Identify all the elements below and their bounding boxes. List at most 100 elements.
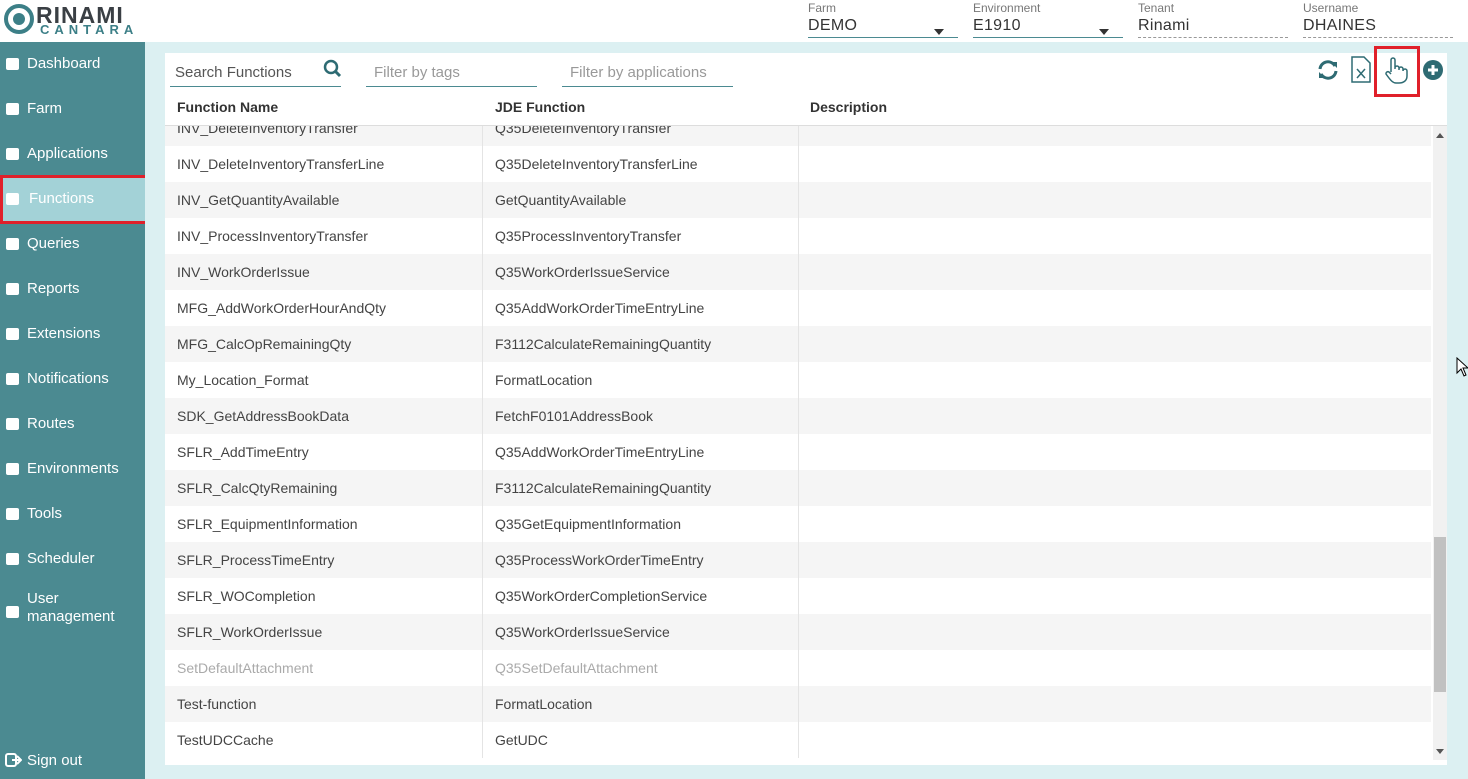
active-highlight [0, 177, 145, 222]
tags-placeholder: Filter by tags [374, 64, 460, 81]
table-cell: Q35ProcessWorkOrderTimeEntry [495, 552, 704, 568]
nav-item[interactable]: User management [27, 590, 115, 625]
sidebar: Dashboard Farm Applications Functions Querie… [0, 42, 155, 779]
table-row[interactable]: SFLR_WOCompletion Q35WorkOrderCompletionS… [165, 578, 1431, 614]
table-row[interactable]: SFLR_ProcessTimeEntry Q35ProcessWorkOrder… [165, 542, 1431, 578]
nav-item[interactable]: Functions [29, 190, 95, 207]
field-value[interactable]: DEMO [808, 17, 858, 34]
field-underline [1303, 37, 1453, 38]
table-row[interactable]: SFLR_WorkOrderIssue Q35WorkOrderIssueServ… [165, 614, 1431, 650]
nav-item[interactable]: Tools [27, 505, 63, 522]
field-underline [808, 37, 958, 38]
column-divider [482, 362, 483, 398]
sign-out[interactable]: Sign out [27, 752, 83, 769]
table-row[interactable]: INV_DeleteInventoryTransfer Q35DeleteInve… [165, 126, 1431, 146]
column-divider [482, 146, 483, 182]
table-row[interactable]: INV_GetQuantityAvailable GetQuantityAvail… [165, 182, 1431, 218]
column-header: JDE Function [495, 99, 586, 115]
column-divider [482, 650, 483, 686]
add-button[interactable] [1422, 59, 1444, 81]
column-divider [798, 326, 799, 362]
table-row[interactable]: SDK_GetAddressBookData FetchF0101AddressB… [165, 398, 1431, 434]
nav-icon [4, 281, 22, 297]
table-cell: INV_WorkOrderIssue [177, 264, 310, 280]
table-row[interactable]: MFG_AddWorkOrderHourAndQty Q35AddWorkOrde… [165, 290, 1431, 326]
nav-item[interactable]: Extensions [27, 325, 101, 342]
table-cell: INV_DeleteInventoryTransfer [177, 126, 358, 136]
table-row[interactable]: TestUDCCache GetUDC [165, 722, 1431, 758]
column-divider [482, 434, 483, 470]
table-cell: FormatLocation [495, 372, 593, 388]
table-cell: Q35GetEquipmentInformation [495, 516, 681, 532]
table-row[interactable]: MFG_CalcOpRemainingQty F3112CalculateRema… [165, 326, 1431, 362]
field-label: Username [1303, 1, 1359, 15]
underline [170, 86, 341, 87]
scroll-thumb[interactable] [1434, 537, 1446, 692]
table-cell: F3112CalculateRemainingQuantity [495, 480, 712, 496]
table-row[interactable]: My_Location_Format FormatLocation [165, 362, 1431, 398]
table-cell: FetchF0101AddressBook [495, 408, 653, 424]
scroll-up[interactable] [1436, 132, 1444, 138]
select-button[interactable] [1383, 56, 1409, 84]
scroll-down[interactable] [1436, 749, 1444, 755]
table-cell: GetUDC [495, 732, 548, 748]
column-divider [482, 506, 483, 542]
table-cell: SFLR_AddTimeEntry [177, 444, 309, 460]
table-row[interactable]: SFLR_EquipmentInformation Q35GetEquipment… [165, 506, 1431, 542]
search-icon[interactable] [323, 59, 343, 79]
table-row[interactable]: INV_ProcessInventoryTransfer Q35ProcessIn… [165, 218, 1431, 254]
column-divider [482, 470, 483, 506]
column-divider [482, 686, 483, 722]
underline [366, 86, 537, 87]
table-cell: SFLR_CalcQtyRemaining [177, 480, 338, 496]
column-divider [482, 254, 483, 290]
excel-export-button[interactable] [1350, 56, 1372, 83]
nav-item[interactable]: Queries [27, 235, 80, 252]
table-row[interactable]: SFLR_CalcQtyRemaining F3112CalculateRemai… [165, 470, 1431, 506]
nav-item[interactable]: Farm [27, 100, 62, 117]
table-row[interactable]: SetDefaultAttachment Q35SetDefaultAttachm… [165, 650, 1431, 686]
nav-item[interactable]: Reports [27, 280, 80, 297]
table-cell: Q35WorkOrderIssueService [495, 624, 670, 640]
nav-item[interactable]: Applications [27, 145, 108, 162]
table-cell: INV_ProcessInventoryTransfer [177, 228, 368, 244]
nav-item[interactable]: Notifications [27, 370, 109, 387]
search-input[interactable]: Search Functions [175, 64, 292, 82]
table-row[interactable]: INV_WorkOrderIssue Q35WorkOrderIssueServi… [165, 254, 1431, 290]
column-divider [482, 398, 483, 434]
column-divider [798, 470, 799, 506]
nav-item[interactable]: Dashboard [27, 55, 101, 72]
column-divider [482, 614, 483, 650]
panel: Search Functions Filter by tags Filter b… [165, 46, 1447, 765]
table-row[interactable]: INV_DeleteInventoryTransferLine Q35Delete… [165, 146, 1431, 182]
field-value[interactable]: Rinami [1138, 17, 1190, 34]
column-header: Description [810, 99, 888, 115]
refresh-button[interactable] [1316, 58, 1340, 82]
field-underline [973, 37, 1123, 38]
column-divider [798, 398, 799, 434]
table-cell: MFG_AddWorkOrderHourAndQty [177, 300, 387, 316]
table-row[interactable]: SFLR_AddTimeEntry Q35AddWorkOrderTimeEntr… [165, 434, 1431, 470]
field-value[interactable]: DHAINES [1303, 17, 1377, 34]
nav-icon [4, 146, 22, 162]
applications-filter[interactable]: Filter by applications [570, 64, 707, 82]
field-value[interactable]: E1910 [973, 17, 1021, 34]
table-row[interactable]: Test-function FormatLocation [165, 686, 1431, 722]
table-cell: GetQuantityAvailable [495, 192, 627, 208]
nav-icon [4, 551, 22, 567]
search-placeholder: Search Functions [175, 64, 292, 81]
nav-icon [4, 506, 22, 522]
table-cell: INV_DeleteInventoryTransferLine [177, 156, 385, 172]
nav-icon [4, 236, 22, 252]
column-divider [482, 182, 483, 218]
table-cell: Q35SetDefaultAttachment [495, 660, 658, 676]
nav-item[interactable]: Environments [27, 460, 119, 477]
nav-item[interactable]: Scheduler [27, 550, 95, 567]
nav-item[interactable]: Routes [27, 415, 75, 432]
tags-filter[interactable]: Filter by tags [374, 64, 460, 82]
logo-sub: CANTARA [40, 22, 139, 37]
table-cell: Q35ProcessInventoryTransfer [495, 228, 682, 244]
column-divider [798, 182, 799, 218]
table-cell: Q35WorkOrderCompletionService [495, 588, 708, 604]
